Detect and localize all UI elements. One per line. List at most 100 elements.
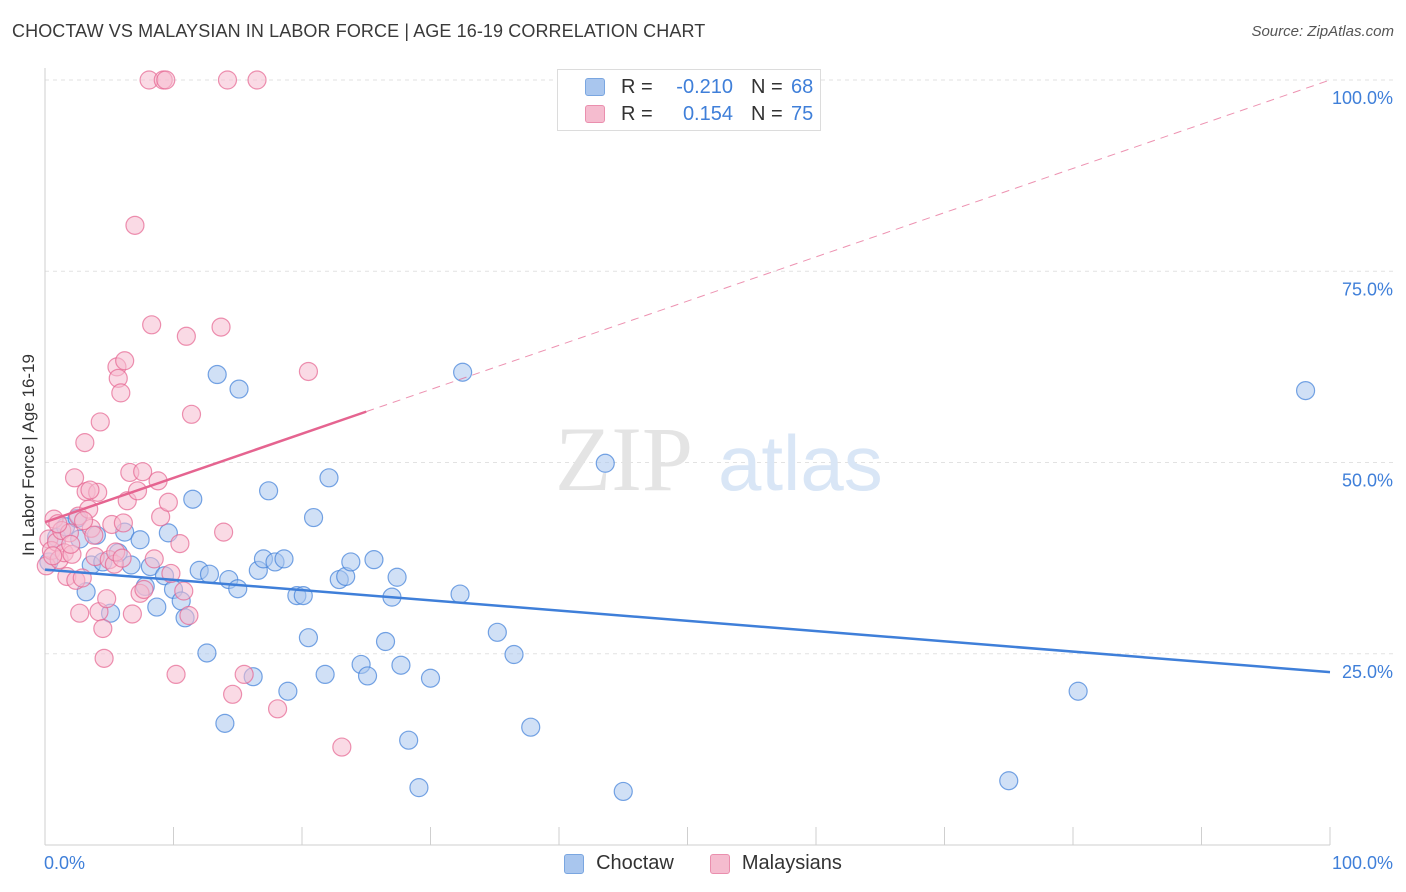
data-point-choctaw	[357, 666, 378, 686]
data-point-choctaw	[450, 584, 470, 604]
data-points	[36, 70, 1316, 802]
trend-line-malaysians	[44, 410, 367, 524]
legend-r-value: -0.210	[676, 75, 733, 98]
data-point-malaysians	[174, 581, 194, 601]
data-point-choctaw	[613, 781, 633, 802]
data-point-malaysians	[113, 513, 133, 533]
data-point-choctaw	[521, 717, 541, 737]
data-point-malaysians	[115, 351, 135, 371]
y-tick-label: 50.0%	[1342, 471, 1393, 491]
data-point-choctaw	[364, 550, 384, 570]
data-point-choctaw	[504, 644, 524, 665]
data-point-choctaw	[228, 579, 248, 599]
legend-label-choctaw: Choctaw	[596, 852, 674, 874]
data-point-malaysians	[176, 326, 196, 346]
data-point-choctaw	[278, 681, 298, 701]
trend-line-choctaw	[44, 568, 1331, 674]
data-point-choctaw	[298, 628, 319, 648]
data-point-malaysians	[158, 492, 178, 512]
data-point-malaysians	[211, 317, 231, 337]
data-point-choctaw	[487, 622, 507, 642]
trend-line-malaysians-extension	[366, 79, 1331, 413]
data-point-malaysians	[122, 604, 142, 624]
data-point-choctaw	[391, 655, 411, 675]
legend-item-malaysians[interactable]: Malaysians	[709, 852, 842, 875]
data-point-malaysians	[144, 549, 164, 569]
data-point-malaysians	[75, 433, 95, 453]
watermark-atlas: atlas	[718, 419, 883, 507]
data-point-malaysians	[170, 533, 190, 554]
gridlines	[45, 79, 1395, 655]
data-point-malaysians	[298, 361, 319, 382]
data-point-choctaw	[453, 362, 473, 382]
stats-legend: R = -0.210 N = 68 R = 0.154 N = 75	[557, 69, 821, 131]
data-point-choctaw	[215, 713, 235, 733]
data-point-choctaw	[319, 468, 339, 488]
axes	[44, 68, 1331, 846]
y-tick-label: 25.0%	[1342, 662, 1393, 682]
legend-label-malaysians: Malaysians	[741, 852, 842, 874]
data-point-choctaw	[375, 631, 396, 652]
data-point-choctaw	[183, 489, 203, 509]
y-axis-label: In Labor Force | Age 16-19	[19, 354, 38, 556]
data-point-choctaw	[315, 664, 335, 685]
legend-swatch-malaysians	[585, 105, 605, 123]
data-point-malaysians	[217, 70, 238, 90]
series-legend: Choctaw Malaysians	[0, 852, 1406, 875]
legend-item-choctaw[interactable]: Choctaw	[564, 852, 674, 875]
data-point-malaysians	[84, 525, 104, 545]
legend-row-malaysians: R = 0.154 N = 75	[558, 101, 813, 127]
legend-row-choctaw: R = -0.210 N = 68	[558, 74, 813, 100]
data-point-choctaw	[229, 379, 249, 399]
data-point-malaysians	[70, 603, 90, 623]
data-point-choctaw	[147, 597, 167, 617]
y-tick-label: 75.0%	[1342, 279, 1393, 299]
data-point-malaysians	[61, 534, 81, 554]
data-point-malaysians	[181, 404, 202, 424]
data-point-choctaw	[420, 668, 441, 688]
x-tick-label: 0.0%	[44, 853, 85, 873]
legend-swatch-choctaw	[564, 853, 585, 874]
chart-title: CHOCTAW VS MALAYSIAN IN LABOR FORCE | AG…	[12, 21, 706, 41]
data-point-malaysians	[112, 548, 132, 568]
data-point-malaysians	[93, 618, 113, 639]
data-point-choctaw	[1068, 681, 1088, 701]
data-point-choctaw	[999, 771, 1019, 791]
data-point-malaysians	[142, 315, 162, 335]
data-point-malaysians	[43, 546, 63, 566]
legend-n-value: 68	[791, 75, 814, 98]
data-point-choctaw	[197, 643, 217, 663]
data-point-choctaw	[595, 453, 615, 473]
data-point-choctaw	[387, 567, 407, 587]
data-point-malaysians	[166, 664, 186, 685]
data-point-malaysians	[332, 737, 352, 757]
data-point-malaysians	[214, 522, 234, 542]
data-point-choctaw	[130, 530, 150, 550]
data-point-malaysians	[125, 215, 145, 235]
data-point-malaysians	[73, 511, 94, 531]
tick-labels: 100.0% 75.0% 50.0% 25.0% 0.0% 100.0%	[44, 88, 1393, 873]
watermark: ZIP atlas	[555, 408, 883, 510]
legend-n-label: N =	[751, 102, 783, 125]
data-point-choctaw	[341, 552, 361, 572]
data-point-choctaw	[258, 481, 279, 501]
data-point-malaysians	[247, 70, 267, 90]
data-point-malaysians	[156, 70, 176, 90]
data-point-choctaw	[399, 730, 419, 750]
x-tick-label: 100.0%	[1332, 853, 1393, 873]
y-tick-label: 100.0%	[1332, 88, 1393, 108]
legend-r-value: 0.154	[682, 102, 733, 125]
data-point-malaysians	[94, 648, 114, 668]
data-point-choctaw	[274, 549, 294, 569]
data-point-malaysians	[134, 579, 154, 600]
data-point-malaysians	[64, 468, 85, 488]
data-point-malaysians	[234, 664, 254, 685]
legend-r-label: R =	[621, 102, 653, 125]
data-point-malaysians	[80, 480, 100, 500]
data-point-malaysians	[97, 589, 117, 609]
data-point-malaysians	[267, 699, 288, 719]
data-point-malaysians	[133, 462, 153, 482]
data-point-malaysians	[90, 412, 110, 432]
source-credit: Source: ZipAtlas.com	[1251, 23, 1394, 40]
data-point-choctaw	[303, 507, 324, 528]
